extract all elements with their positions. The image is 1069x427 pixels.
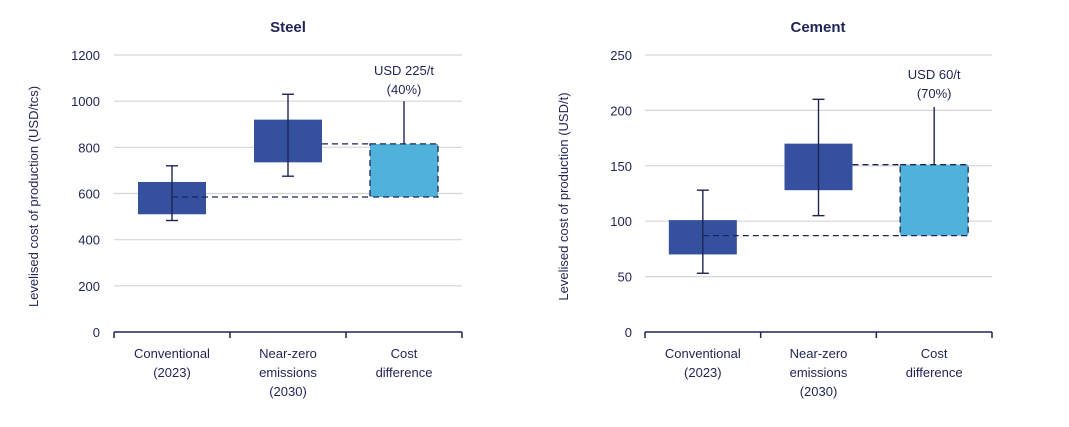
y-tick-label: 100 xyxy=(610,214,632,229)
y-tick-label: 800 xyxy=(78,140,100,155)
y-tick-label: 150 xyxy=(610,159,632,174)
x-category-label: Conventional xyxy=(665,346,741,361)
y-tick-label: 400 xyxy=(78,233,100,248)
x-category-label: (2030) xyxy=(800,384,838,399)
difference-annotation: (40%) xyxy=(387,82,422,97)
cost-difference-bar xyxy=(899,164,969,237)
y-tick-label: 200 xyxy=(78,279,100,294)
x-category-label: emissions xyxy=(259,365,317,380)
x-category-label: emissions xyxy=(790,365,848,380)
chart-title: Steel xyxy=(270,19,306,36)
x-category-label: difference xyxy=(906,365,963,380)
x-category-label: (2030) xyxy=(269,384,307,399)
difference-annotation: USD 60/t xyxy=(908,67,961,82)
x-category-label: difference xyxy=(376,365,433,380)
x-category-label: Cost xyxy=(921,346,948,361)
y-tick-label: 600 xyxy=(78,187,100,202)
y-axis-label: Levelised cost of production (USD/t) xyxy=(556,92,571,300)
x-category-label: (2023) xyxy=(684,365,722,380)
x-category-label: Near-zero xyxy=(790,346,848,361)
x-category-label: Conventional xyxy=(134,346,210,361)
difference-annotation: (70%) xyxy=(917,86,952,101)
x-category-label: (2023) xyxy=(153,365,191,380)
y-tick-label: 1000 xyxy=(71,94,100,109)
y-tick-label: 250 xyxy=(610,48,632,63)
cost-difference-bar xyxy=(369,143,439,198)
y-tick-label: 0 xyxy=(93,325,100,340)
y-tick-label: 200 xyxy=(610,103,632,118)
chart-panel-steel: Steel Levelised cost of production (USD/t… xyxy=(26,19,463,399)
y-tick-label: 1200 xyxy=(71,48,100,63)
y-tick-label: 0 xyxy=(625,325,632,340)
chart-panel-cement: Cement Levelised cost of production (USD/… xyxy=(556,19,993,399)
y-axis-label: Levelised cost of production (USD/tcs) xyxy=(26,86,41,307)
y-tick-label: 50 xyxy=(618,270,632,285)
x-category-label: Near-zero xyxy=(259,346,317,361)
difference-annotation: USD 225/t xyxy=(374,63,434,78)
x-category-label: Cost xyxy=(391,346,418,361)
chart-title: Cement xyxy=(790,19,845,36)
